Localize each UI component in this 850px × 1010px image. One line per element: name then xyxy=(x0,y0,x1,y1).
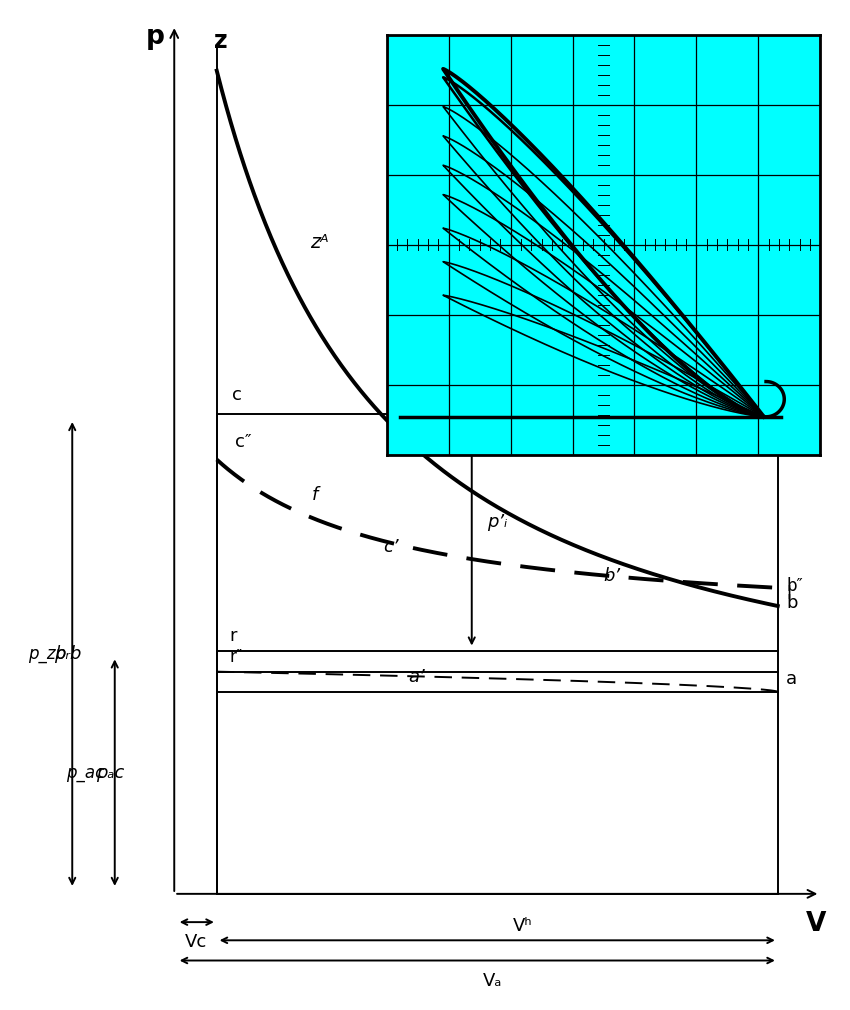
Text: p_zb: p_zb xyxy=(28,644,65,664)
Text: r″: r″ xyxy=(230,647,242,666)
Text: c’: c’ xyxy=(383,538,399,557)
Text: Vᴄ: Vᴄ xyxy=(184,933,207,951)
Text: b″: b″ xyxy=(786,577,803,595)
Text: c″: c″ xyxy=(235,433,252,451)
Text: a’: a’ xyxy=(408,668,425,686)
Text: pₐc: pₐc xyxy=(96,764,125,782)
Text: p’ᵢ: p’ᵢ xyxy=(487,513,507,531)
Text: z: z xyxy=(214,28,228,53)
Text: p_ac: p_ac xyxy=(66,764,104,782)
Text: b: b xyxy=(786,594,798,612)
Text: b’: b’ xyxy=(604,567,620,585)
Text: Vₐ: Vₐ xyxy=(484,972,502,990)
Text: f: f xyxy=(311,486,318,504)
Text: p: p xyxy=(146,24,165,50)
Text: V: V xyxy=(806,911,826,937)
Text: Vʰ: Vʰ xyxy=(513,917,533,935)
Text: l: l xyxy=(786,585,791,603)
Text: zᴬ: zᴬ xyxy=(310,233,329,251)
Text: a: a xyxy=(786,670,797,688)
Bar xyxy=(217,414,778,894)
Text: c: c xyxy=(232,386,242,404)
Text: r: r xyxy=(230,627,237,645)
Text: pᵣb: pᵣb xyxy=(54,645,82,663)
